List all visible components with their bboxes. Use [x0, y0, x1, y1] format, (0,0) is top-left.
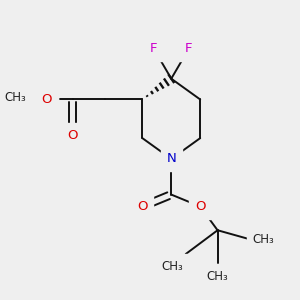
Text: F: F	[150, 42, 158, 56]
Text: O: O	[21, 93, 31, 106]
Text: O: O	[42, 93, 52, 106]
Text: O: O	[17, 92, 28, 104]
Text: O: O	[68, 129, 78, 142]
Text: CH₃: CH₃	[5, 92, 27, 104]
Text: O: O	[42, 93, 52, 106]
Text: O: O	[137, 200, 148, 213]
Text: N: N	[167, 152, 176, 165]
Text: O: O	[195, 200, 206, 213]
Text: CH₃: CH₃	[161, 260, 183, 273]
Text: CH₃: CH₃	[207, 270, 228, 284]
Text: CH₃: CH₃	[252, 233, 274, 246]
Text: F: F	[185, 42, 192, 56]
